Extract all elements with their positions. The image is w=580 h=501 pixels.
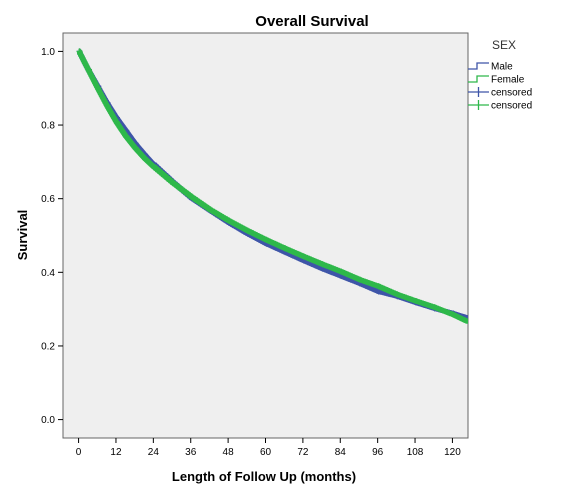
x-tick-label: 24: [148, 447, 160, 458]
series-line-female: [77, 48, 468, 324]
legend-label: censored: [491, 88, 532, 99]
censor-mark-female: [76, 48, 83, 55]
x-axis: 0 12 24 36 48 60 72 84 96 108 120: [76, 438, 461, 458]
censor-mark-female: [142, 155, 148, 162]
y-tick-label: 0.0: [41, 415, 55, 426]
censor-mark-female: [394, 291, 401, 298]
censor-mark-female: [431, 304, 438, 311]
censor-mark-female: [104, 102, 111, 109]
censor-mark-female: [375, 283, 382, 290]
x-tick-label: 0: [76, 447, 82, 458]
censor-mark-female: [151, 164, 158, 171]
legend: SEX Male Female censored censored: [468, 38, 532, 112]
x-axis-label: Length of Follow Up (months): [172, 469, 356, 484]
censor-mark-female: [466, 321, 468, 323]
x-tick-label: 84: [335, 447, 347, 458]
censor-mark-female: [319, 261, 326, 268]
censor-mark-female: [244, 227, 251, 234]
legend-censor-icon: [468, 100, 489, 110]
y-tick-label: 0.6: [41, 194, 55, 205]
y-axis-label: Survival: [15, 210, 30, 261]
censor-mark-female: [123, 133, 130, 140]
censor-mark-female: [207, 206, 214, 213]
censor-mark-female: [300, 253, 307, 260]
censor-mark-female: [113, 119, 120, 126]
x-tick-label: 12: [110, 447, 122, 458]
plot-area: [62, 32, 469, 439]
censor-mark-female: [413, 298, 420, 305]
legend-title: SEX: [492, 38, 516, 52]
legend-label: Male: [491, 62, 513, 73]
x-tick-label: 36: [185, 447, 197, 458]
y-axis: 0.0 0.2 0.4 0.6 0.8 1.0: [41, 47, 63, 426]
x-tick-label: 120: [444, 447, 461, 458]
censor-mark-female: [356, 276, 363, 283]
censor-mark-female: [450, 311, 457, 318]
legend-censor-icon: [468, 87, 489, 97]
legend-line-icon: [468, 62, 489, 70]
censor-mark-female: [170, 179, 177, 186]
y-tick-label: 0.4: [41, 268, 55, 279]
x-tick-label: 108: [407, 447, 424, 458]
legend-label: Female: [491, 75, 525, 86]
censor-mark-female: [226, 217, 233, 224]
y-tick-label: 0.2: [41, 341, 55, 352]
censor-mark-female: [188, 193, 195, 200]
legend-label: censored: [491, 101, 532, 112]
y-tick-label: 1.0: [41, 47, 55, 58]
censor-mark-female: [338, 268, 345, 275]
series-layer: [76, 48, 468, 324]
x-tick-label: 48: [223, 447, 235, 458]
legend-line-icon: [468, 75, 489, 83]
censor-mark-female: [95, 85, 102, 92]
censor-mark-female: [132, 144, 139, 151]
censor-mark-female: [282, 245, 289, 252]
x-tick-label: 60: [260, 447, 272, 458]
y-tick-label: 0.8: [41, 121, 55, 132]
x-tick-label: 72: [297, 447, 309, 458]
censor-mark-female: [263, 236, 270, 243]
censor-mark-female: [85, 66, 92, 73]
x-tick-label: 96: [372, 447, 384, 458]
chart-title: Overall Survival: [255, 13, 368, 30]
